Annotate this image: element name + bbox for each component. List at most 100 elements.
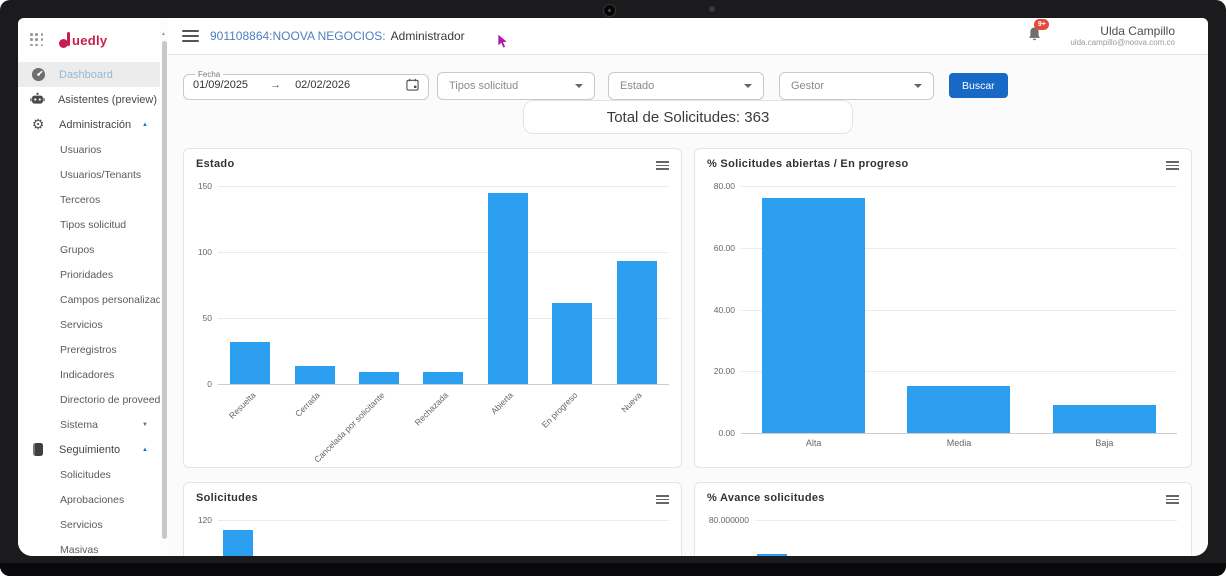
sidebar-item-label: Asistentes (preview) [58,93,158,106]
menu-hamburger-icon[interactable] [182,27,199,45]
sidebar-item-seguimiento[interactable]: Seguimiento ▲ [18,437,160,462]
sidebar-item-indicadores[interactable]: Indicadores [18,362,160,387]
chart-plot: 0 50 100 150 [198,182,669,388]
bell-icon [1029,26,1041,40]
scroll-up-arrow-icon[interactable]: ▲ [161,31,166,37]
gestor-value: Gestor [791,80,825,92]
chevron-down-icon: ▼ [142,421,148,428]
sidebar-scrollbar: ▲ [160,18,168,556]
sidebar-item-aprobaciones[interactable]: Aprobaciones [18,487,160,512]
chart-card-solicitudes: Solicitudes 120 [183,482,682,556]
gridline [741,309,1177,311]
sidebar-item-terceros[interactable]: Terceros [18,187,160,212]
scrollbar-thumb[interactable] [161,41,167,539]
sidebar-item-label: Masivas [60,543,99,556]
range-arrow-icon: → [270,78,282,91]
bar [230,341,271,384]
brand-text: uedly [72,33,108,48]
sidebar-item-grupos[interactable]: Grupos [18,237,160,262]
chart-title: % Avance solicitudes [707,492,825,504]
sidebar-item-preregistros[interactable]: Preregistros [18,337,160,362]
gear-icon: ⚙ [31,116,45,133]
chart-context-menu-icon[interactable] [656,158,669,172]
gestor-select[interactable]: Gestor [779,72,934,100]
sidebar-item-campos-personalizados[interactable]: Campos personalizados [18,287,160,312]
x-axis-label: Nueva [619,390,644,415]
gridline [218,384,669,385]
laptop-base [0,563,1226,576]
sidebar-item-masivas[interactable]: Masivas [18,537,160,556]
role-label: Administrador [390,29,465,43]
sidebar-item-dashboard[interactable]: Dashboard [18,62,160,87]
topbar: 901108864:NOOVA NEGOCIOS: Administrador … [168,18,1208,55]
sidebar-item-servicios[interactable]: Servicios [18,312,160,337]
bar [487,192,528,384]
chart-plot: 80.000000 [709,516,1177,556]
sidebar-item-administraci-n[interactable]: ⚙ Administración ▲ [18,112,160,137]
tipos-solicitud-select[interactable]: Tipos solicitud [437,72,595,100]
chart-context-menu-icon[interactable] [656,492,669,506]
apps-grid-icon[interactable] [30,33,44,47]
duedly-logo-note-icon [59,32,71,48]
total-solicitudes-card: Total de Solicitudes: 363 [523,100,853,134]
y-axis-tick-label: 80.00 [713,181,735,191]
bar [757,554,787,556]
tenant-breadcrumb-link[interactable]: 901108864:NOOVA NEGOCIOS: [210,29,386,43]
chart-plot: 0.00 20.00 40.00 60.00 80.00 [714,182,1177,437]
sidebar-item-prioridades[interactable]: Prioridades [18,262,160,287]
sidebar-item-label: Administración [59,118,132,131]
notifications-button[interactable]: 9+ [1027,18,1050,47]
y-axis-tick-label: 120 [197,515,212,525]
chart-plot: 120 [198,516,669,556]
app-window: uedly Dashboard Asistentes (preview) ⚙ Admi… [18,18,1208,556]
gridline [218,318,669,319]
total-solicitudes-text: Total de Solicitudes: 363 [606,108,770,126]
sidebar-item-directorio-de-proveedores[interactable]: Directorio de proveedores [18,387,160,412]
user-menu[interactable]: Ulda Campillo ulda.campillo@noova.com.co [1070,23,1175,48]
chart-x-axis: Alta Media Baja [741,438,1177,452]
x-axis-label: En progreso [539,390,580,430]
bar [616,261,657,384]
calendar-icon[interactable] [406,78,419,91]
date-from-input[interactable]: 01/09/2025 [193,78,249,91]
sidebar-item-label: Sistema [60,418,98,431]
bar-series [218,186,669,384]
chart-context-menu-icon[interactable] [1166,492,1179,506]
filters-row: Fecha 01/09/2025 → 02/02/2026 [183,70,1008,100]
sidebar-item-label: Aprobaciones [60,493,125,506]
chevron-up-icon: ▲ [142,121,148,128]
sidebar-item-label: Solicitudes [60,468,111,481]
sidebar-item-sistema[interactable]: Sistema ▼ [18,412,160,437]
gridline [741,371,1177,373]
date-range-field[interactable]: Fecha 01/09/2025 → 02/02/2026 [183,70,429,100]
sidebar-item-tipos-solicitud[interactable]: Tipos solicitud [18,212,160,237]
bar [423,372,464,384]
sidebar-item-solicitudes[interactable]: Solicitudes [18,462,160,487]
buscar-button[interactable]: Buscar [949,73,1008,98]
sidebar-item-usuarios-tenants[interactable]: Usuarios/Tenants [18,162,160,187]
chart-title: % Solicitudes abiertas / En progreso [707,158,909,170]
dashboard-content: Fecha 01/09/2025 → 02/02/2026 [168,55,1208,556]
y-axis-tick-label: 0.00 [718,428,735,438]
sidebar-item-asistentes-preview-[interactable]: Asistentes (preview) [18,87,160,112]
y-axis-tick-label: 0 [207,379,212,389]
notebook-icon [30,443,46,456]
chart-title: Solicitudes [196,492,258,504]
sidebar-item-label: Usuarios/Tenants [60,168,142,181]
sidebar-item-servicios[interactable]: Servicios [18,512,160,537]
chart-title: Estado [196,158,235,170]
x-axis-label: Media [946,438,972,448]
estado-select[interactable]: Estado [608,72,764,100]
sidebar-item-label: Servicios [60,318,103,331]
sidebar-item-label: Tipos solicitud [60,218,127,231]
sidebar-item-label: Terceros [60,193,101,206]
date-to-input[interactable]: 02/02/2026 [295,78,351,91]
user-name: Ulda Campillo [1100,23,1175,38]
chart-x-axis: Resuelta Cerrada Cancelada por solicitante… [218,386,669,465]
gridline [741,186,1177,187]
webcam [603,4,616,17]
chart-context-menu-icon[interactable] [1166,158,1179,172]
sidebar-item-label: Seguimiento [59,443,121,456]
sidebar-item-usuarios[interactable]: Usuarios [18,137,160,162]
gridline [218,252,669,253]
